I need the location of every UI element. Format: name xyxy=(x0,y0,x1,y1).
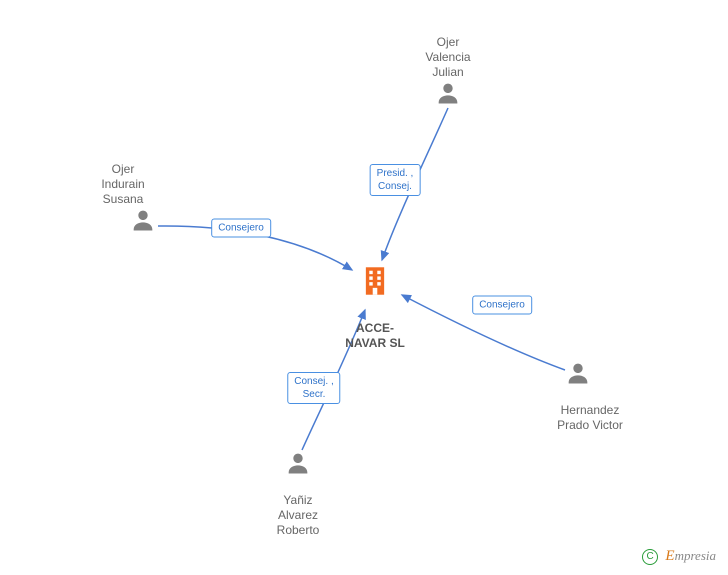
edge-label: Consejero xyxy=(472,296,532,315)
node-label: Ojer Valencia Julian xyxy=(425,35,470,80)
edge-label: Presid. , Consej. xyxy=(370,164,421,196)
person-icon xyxy=(129,206,157,234)
watermark: C Empresia xyxy=(642,548,716,565)
copyright-icon: C xyxy=(642,549,658,565)
person-icon xyxy=(284,449,312,477)
person-icon xyxy=(434,79,462,107)
edge-label: Consej. , Secr. xyxy=(287,372,340,404)
person-icon-wrap[interactable] xyxy=(127,206,159,234)
diagram-canvas: Presid. , Consej. Consejero Consejero Conse… xyxy=(0,0,728,575)
person-icon-wrap[interactable] xyxy=(282,449,314,477)
node-label: Ojer Indurain Susana xyxy=(101,162,144,207)
watermark-text: mpresia xyxy=(675,548,716,563)
edge-label: Consejero xyxy=(211,219,271,238)
person-icon-wrap[interactable] xyxy=(432,79,464,107)
person-icon-wrap[interactable] xyxy=(562,359,594,387)
building-icon xyxy=(359,265,391,297)
node-label: Yañiz Alvarez Roberto xyxy=(277,493,320,538)
node-label: ACCE- NAVAR SL xyxy=(345,321,405,351)
building-icon-wrap[interactable] xyxy=(359,265,391,301)
watermark-prefix: E xyxy=(665,548,674,564)
person-icon xyxy=(564,359,592,387)
node-label: Hernandez Prado Victor xyxy=(557,403,623,433)
